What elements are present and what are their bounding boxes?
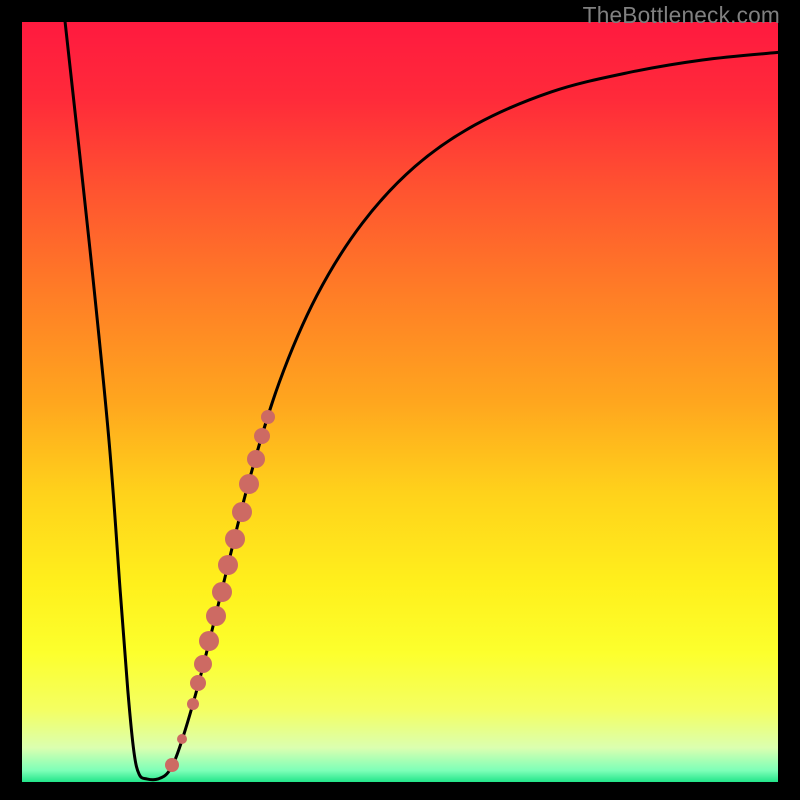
data-marker [247, 450, 265, 468]
data-marker [177, 734, 187, 744]
watermark-text: TheBottleneck.com [583, 2, 780, 29]
curve-layer [22, 22, 778, 782]
data-marker [239, 474, 259, 494]
data-marker [190, 675, 206, 691]
data-marker [232, 502, 252, 522]
data-marker [225, 529, 245, 549]
data-marker [165, 758, 179, 772]
data-marker [187, 698, 199, 710]
data-marker [194, 655, 212, 673]
data-marker [199, 631, 219, 651]
data-marker [261, 410, 275, 424]
data-marker [206, 606, 226, 626]
data-marker [218, 555, 238, 575]
bottleneck-curve [65, 22, 778, 780]
data-marker [254, 428, 270, 444]
chart-stage: TheBottleneck.com [0, 0, 800, 800]
data-marker [212, 582, 232, 602]
plot-area [22, 22, 778, 782]
